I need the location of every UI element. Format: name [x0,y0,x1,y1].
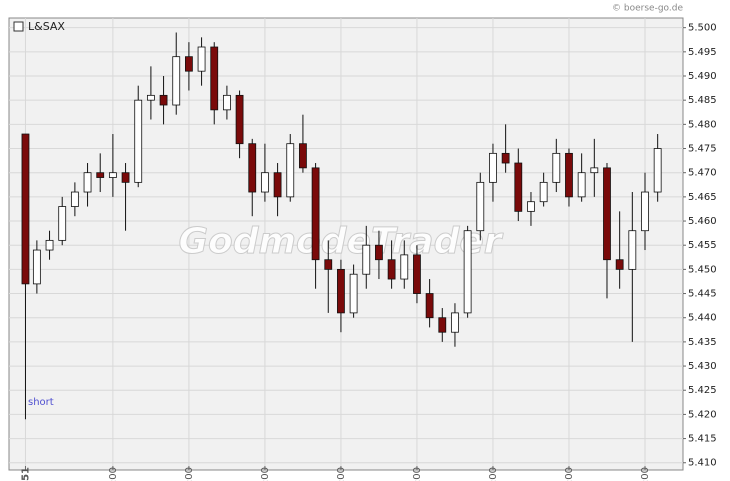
candle-body [134,99,143,183]
candle-body [438,317,447,333]
y-tick-label: 5.450 [688,264,717,275]
candle-body [299,143,307,169]
candle-body [337,268,345,314]
candle-body [32,249,41,285]
x-tick-label: 16:00 [640,467,651,481]
candle-body [121,172,130,183]
annotation: short [28,397,54,408]
candle-body [603,167,611,261]
candle-body [489,152,497,183]
candle-body [653,148,662,193]
candle-body [400,254,409,280]
y-tick-label: 5.485 [688,95,717,106]
x-tick-label: 15:00 [564,467,575,481]
candle-body [577,172,586,198]
candle-body [362,244,371,275]
candle-body [210,46,219,111]
y-tick-label: 5.465 [688,192,717,203]
candle-body [552,152,561,183]
candle-body [273,172,282,198]
candle-body [58,206,67,241]
candle-body [83,172,92,193]
y-tick-label: 5.440 [688,313,717,324]
y-tick-label: 5.500 [688,23,717,34]
candle-body [172,56,181,106]
candle-body [501,152,510,164]
candle-body [349,273,358,314]
candle-body [615,259,624,270]
source: © boerse-go.de [612,4,683,14]
candle-body [45,239,54,251]
x-tick-label: 09:00 [108,467,119,481]
candle-body [96,172,105,178]
candle-body [197,46,206,72]
y-tick-label: 5.410 [688,458,717,469]
candle-body [311,167,320,261]
x-tick-label: 14:00 [488,467,499,481]
candle-body [375,244,383,261]
x-tick-label: 11:00 [260,467,271,481]
candle-body [324,259,333,270]
x-tick-label: 13:00 [412,467,423,481]
candles [21,32,662,420]
grid [9,18,683,470]
candle-body [451,312,459,333]
legend-swatch [13,21,24,32]
plot-area [8,17,684,471]
y-tick-label: 5.470 [688,168,717,179]
candle-body [387,259,396,280]
candle-body [108,172,117,178]
x-tick-label: 10:00 [184,467,195,481]
y-tick-label: 5.455 [688,240,717,251]
candle-body [590,167,599,174]
candle-body [476,181,485,232]
y-tick-label: 5.445 [688,289,717,300]
candle-body [539,181,548,203]
candle-body [527,201,535,212]
y-tick-label: 5.415 [688,434,717,445]
x-tick-label: 12:00 [336,467,347,481]
candle-body [146,94,155,101]
candle-body [185,56,193,72]
y-tick-label: 5.495 [688,47,717,58]
candle-body [514,162,523,212]
watermark: GodmodeTrader [178,221,503,262]
y-tick-label: 5.490 [688,71,717,82]
candle-body [159,94,168,106]
candle-body [565,152,573,198]
y-tick-label: 5.480 [688,119,717,130]
candle-body [248,143,257,193]
y-tick-label: 5.420 [688,409,717,420]
y-tick-label: 5.435 [688,337,717,348]
candle-body [223,94,231,111]
candle-body [413,254,421,294]
y-tick-label: 5.460 [688,216,717,227]
y-tick-label: 5.430 [688,361,717,372]
legend-label: L&SAX [28,20,65,33]
candle-body [70,191,79,207]
candle-body [641,191,649,232]
candle-body [425,293,434,319]
candle-body [235,94,244,145]
candle-body [21,133,30,285]
x-tick-label: 07:51 [20,467,31,481]
candle-body [261,172,269,193]
y-tick-label: 5.475 [688,144,717,155]
candle-body [628,230,637,270]
y-tick-label: 5.425 [688,385,717,396]
candle-body [286,143,295,198]
candle-body [463,230,472,314]
